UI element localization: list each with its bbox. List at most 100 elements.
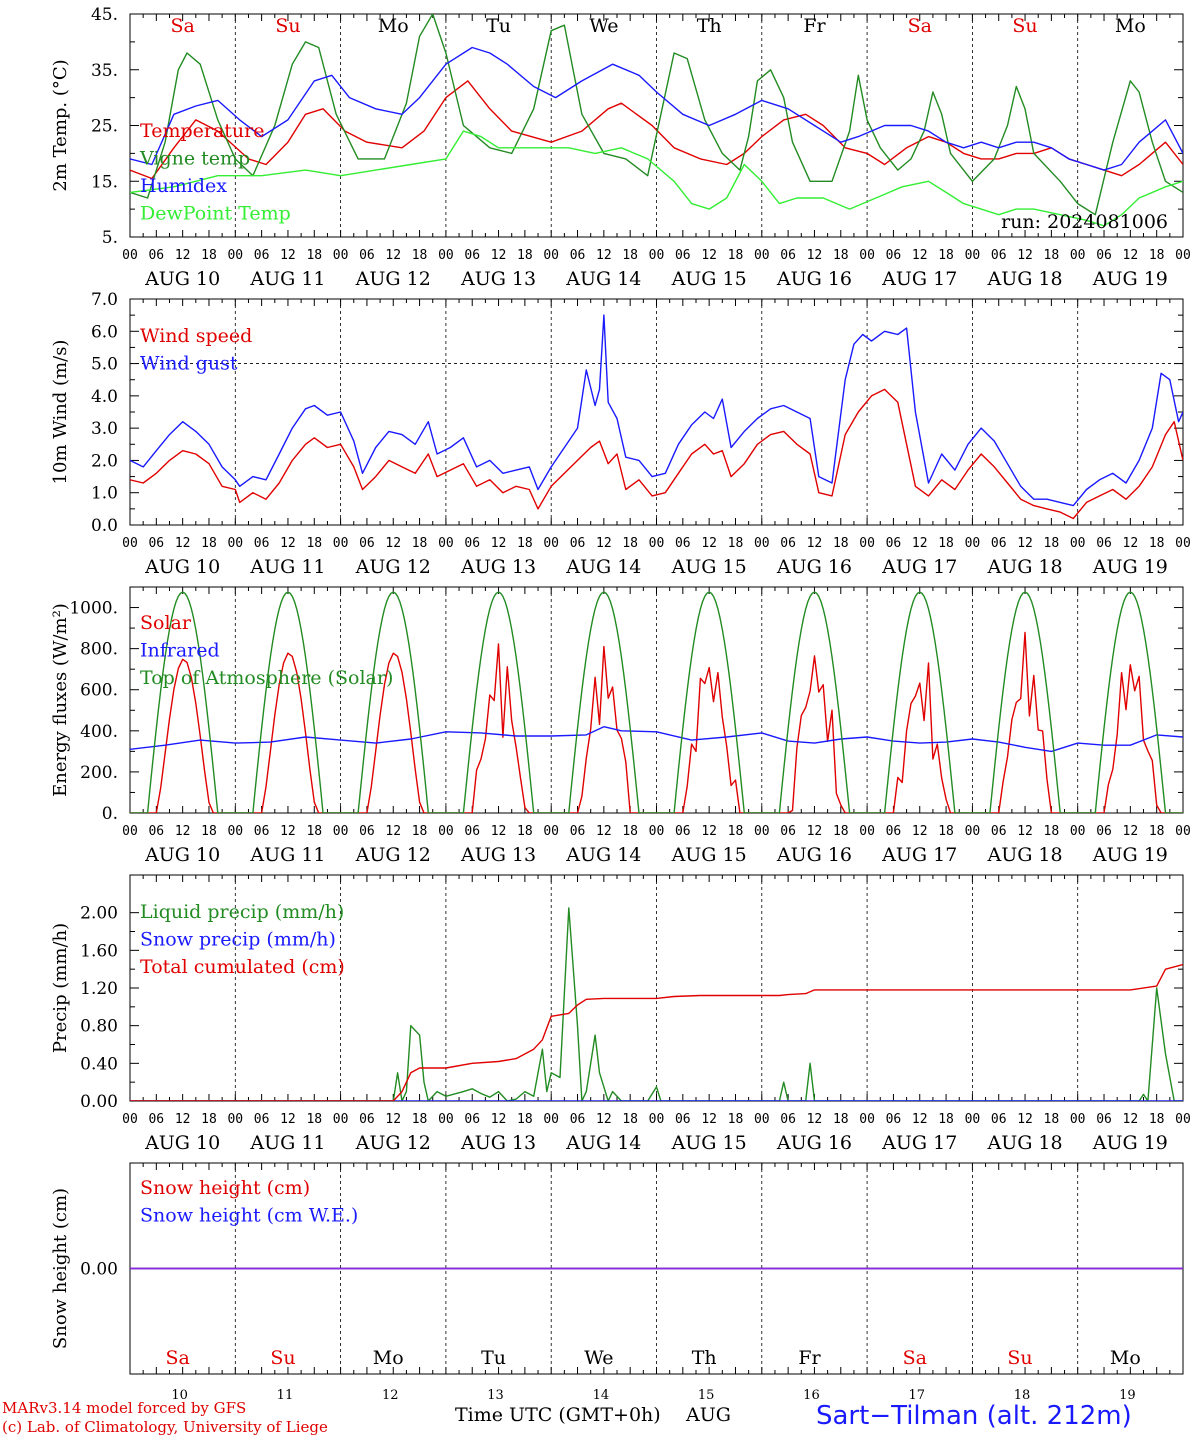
date-label: AUG 11 (249, 556, 325, 578)
hour-tick-label: 00 (122, 1112, 138, 1127)
hour-tick-label: 12 (280, 536, 296, 551)
hour-tick-label: 12 (807, 536, 823, 551)
weekday-label: Mo (1110, 1347, 1141, 1369)
date-label: AUG 10 (144, 1132, 220, 1154)
series-line-liquid-precip-mm-h- (130, 907, 1183, 1101)
day-number-label: 17 (908, 1388, 925, 1403)
hour-tick-label: 12 (701, 1112, 717, 1127)
hour-tick-label: 06 (675, 1112, 691, 1127)
hour-tick-label: 12 (701, 824, 717, 839)
x-axis-title: Time UTC (GMT+0h) (455, 1404, 661, 1426)
hour-tick-label: 18 (306, 1112, 322, 1127)
hour-tick-label: 12 (1017, 824, 1033, 839)
hour-tick-label: 18 (306, 824, 322, 839)
hour-tick-label: 18 (1044, 248, 1060, 263)
hour-tick-label: 00 (649, 824, 665, 839)
hour-tick-label: 00 (649, 1112, 665, 1127)
weekday-label: Tu (486, 15, 511, 37)
series-line-dewpoint-temp (130, 130, 1183, 227)
weekday-label: Su (1012, 15, 1037, 37)
weekday-label: We (589, 15, 618, 37)
hour-tick-label: 06 (991, 536, 1007, 551)
hour-tick-label: 06 (991, 248, 1007, 263)
hour-tick-label: 00 (965, 824, 981, 839)
panel-5: 0.00 Snow height (cm) Sa Su Mo Tu We Th Fr Sa Su Mo… (50, 1162, 1184, 1403)
legend-entry: Solar (140, 612, 192, 634)
model-credit: MARv3.14 model forced by GFS (2, 1399, 247, 1417)
date-label: AUG 11 (249, 1132, 325, 1154)
date-label: AUG 16 (776, 268, 852, 290)
hour-tick-label: 18 (1044, 824, 1060, 839)
hour-tick-label: 18 (201, 248, 217, 263)
y-tick-label: 6.0 (91, 322, 118, 342)
hour-tick-label: 00 (754, 248, 770, 263)
legend-entry: Snow precip (mm/h) (140, 929, 336, 951)
date-label: AUG 13 (460, 268, 536, 290)
hour-tick-label: 18 (517, 1112, 533, 1127)
panel-3: 0. 200. 400. 600. 800. 1000.Energy fluxes (W/… (50, 586, 1191, 866)
weekday-label: Mo (373, 1347, 404, 1369)
date-label: AUG 17 (881, 556, 957, 578)
date-label: AUG 12 (355, 844, 431, 866)
weekday-label: Mo (1115, 15, 1146, 37)
hour-tick-label: 00 (122, 536, 138, 551)
hour-tick-label: 18 (1149, 536, 1165, 551)
date-label: AUG 14 (565, 844, 641, 866)
hour-tick-label: 06 (886, 1112, 902, 1127)
panel-4: 0.00 0.40 0.80 1.20 1.60 2.00 Precip (mm/h) 00 0… (50, 874, 1191, 1154)
hour-tick-label: 18 (622, 536, 638, 551)
date-label: AUG 16 (776, 556, 852, 578)
y-tick-label: 0.40 (80, 1054, 118, 1074)
hour-tick-label: 00 (859, 824, 875, 839)
y-tick-label: 1.60 (80, 941, 118, 961)
day-number-label: 12 (382, 1388, 399, 1403)
hour-tick-label: 06 (359, 824, 375, 839)
hour-tick-label: 00 (543, 248, 559, 263)
series-line-solar (130, 631, 1183, 813)
hour-tick-label: 00 (754, 824, 770, 839)
hour-tick-label: 12 (807, 1112, 823, 1127)
hour-tick-label: 18 (517, 824, 533, 839)
series-group (130, 591, 1183, 813)
hour-tick-label: 06 (1096, 1112, 1112, 1127)
hour-tick-label: 12 (912, 536, 928, 551)
legend-entry: Liquid precip (mm/h) (140, 901, 344, 923)
hour-tick-label: 12 (1017, 248, 1033, 263)
hour-tick-label: 00 (754, 536, 770, 551)
hour-tick-label: 18 (517, 248, 533, 263)
hour-tick-label: 18 (1044, 536, 1060, 551)
hour-tick-label: 12 (1017, 536, 1033, 551)
y-tick-label: 45. (91, 5, 118, 25)
hour-tick-label: 12 (701, 536, 717, 551)
day-number-label: 19 (1119, 1388, 1136, 1403)
y-axis-title: Precip (mm/h) (50, 923, 71, 1053)
hour-tick-label: 12 (596, 824, 612, 839)
date-label: AUG 14 (565, 556, 641, 578)
hour-tick-label: 06 (464, 536, 480, 551)
weekday-label: Th (697, 15, 722, 37)
hour-tick-label: 06 (780, 248, 796, 263)
hour-tick-label: 00 (859, 536, 875, 551)
hour-tick-label: 18 (306, 536, 322, 551)
series-group (130, 907, 1183, 1101)
hour-tick-label: 00 (1070, 824, 1086, 839)
day-number-label: 18 (1014, 1388, 1031, 1403)
hour-tick-label: 12 (912, 824, 928, 839)
weekday-label: Fr (803, 15, 826, 37)
y-tick-label: 1.0 (91, 484, 118, 504)
hour-tick-label: 12 (491, 1112, 507, 1127)
hour-tick-label: 12 (175, 1112, 191, 1127)
y-axis-title: 10m Wind (m/s) (50, 340, 71, 485)
weekday-label: Su (270, 1347, 295, 1369)
hour-tick-label: 00 (1070, 1112, 1086, 1127)
hour-tick-label: 00 (122, 824, 138, 839)
hour-tick-label: 06 (886, 536, 902, 551)
series-line-temperature (130, 80, 1183, 180)
hour-tick-label: 06 (148, 1112, 164, 1127)
date-label: AUG 16 (776, 1132, 852, 1154)
hour-tick-label: 06 (570, 248, 586, 263)
date-label: AUG 16 (776, 844, 852, 866)
hour-tick-label: 18 (622, 824, 638, 839)
date-label: AUG 19 (1092, 844, 1168, 866)
y-tick-label: 4.0 (91, 387, 118, 407)
